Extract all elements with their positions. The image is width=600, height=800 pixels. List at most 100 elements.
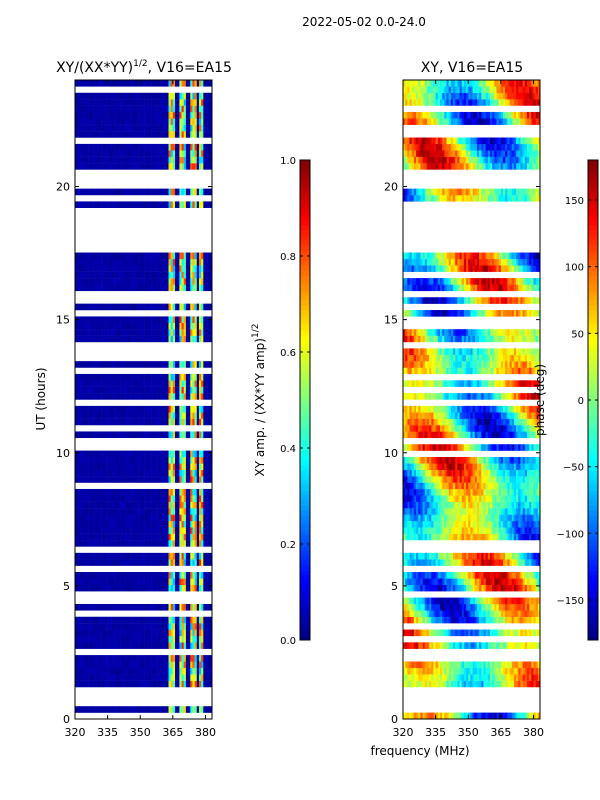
- heatmap-cell: [185, 635, 189, 643]
- heatmap-cell: [455, 680, 458, 688]
- heatmap-cell: [168, 533, 171, 541]
- heatmap-cell: [151, 156, 154, 164]
- heatmap-cell: [537, 674, 541, 681]
- heatmap-cell: [188, 642, 191, 649]
- heatmap-cell: [83, 316, 87, 324]
- heatmap-cell: [103, 150, 106, 157]
- heatmap-cell: [479, 712, 482, 720]
- heatmap-cell: [407, 661, 410, 669]
- heatmap-cell: [159, 616, 163, 624]
- heatmap-cell: [435, 597, 439, 605]
- heatmap-cell: [496, 680, 499, 688]
- heatmap-cell: [422, 603, 426, 611]
- heatmap-cell: [140, 488, 143, 496]
- heatmap-cell: [166, 680, 169, 688]
- heatmap-cell: [114, 322, 117, 330]
- heatmap-cell: [164, 284, 167, 292]
- heatmap-cell: [77, 616, 80, 624]
- heatmap-cell: [494, 610, 497, 617]
- heatmap-cell: [209, 655, 213, 662]
- heatmap-cell: [188, 623, 191, 630]
- heatmap-cell: [166, 661, 169, 669]
- heatmap-cell: [196, 92, 200, 100]
- heatmap-cell: [437, 667, 441, 675]
- heatmap-cell: [109, 271, 113, 279]
- heatmap-cell: [109, 655, 113, 662]
- heatmap-cell: [172, 533, 176, 541]
- heatmap-cell: [192, 680, 195, 688]
- heatmap-cell: [85, 667, 89, 675]
- heatmap-cell: [96, 418, 100, 426]
- heatmap-cell: [114, 335, 117, 343]
- heatmap-cell: [98, 578, 102, 586]
- heatmap-cell: [81, 92, 84, 100]
- heatmap-cell: [194, 386, 198, 394]
- heatmap-cell: [177, 661, 180, 669]
- heatmap-cell: [111, 572, 115, 579]
- heatmap-cell: [164, 131, 167, 138]
- heatmap-cell: [181, 252, 185, 260]
- heatmap-cell: [476, 642, 480, 649]
- heatmap-cell: [107, 616, 111, 624]
- heatmap-cell: [450, 629, 454, 637]
- heatmap-cell: [170, 322, 174, 330]
- heatmap-cell: [170, 559, 174, 566]
- heatmap-cell: [185, 661, 189, 669]
- heatmap-cell: [172, 131, 176, 138]
- heatmap-cell: [203, 616, 206, 624]
- heatmap-cell: [94, 635, 98, 643]
- heatmap-cell: [109, 527, 113, 534]
- heatmap-cell: [129, 373, 132, 381]
- heatmap-cell: [172, 124, 176, 132]
- heatmap-cell: [201, 418, 204, 426]
- heatmap-cell: [172, 271, 176, 279]
- heatmap-cell: [203, 150, 206, 157]
- heatmap-cell: [125, 667, 128, 675]
- heatmap-cell: [111, 616, 115, 624]
- phase-panel-title: XY, V16=EA15: [421, 60, 523, 76]
- heatmap-cell: [135, 322, 139, 330]
- heatmap-cell: [164, 476, 167, 483]
- heatmap-cell: [127, 520, 130, 528]
- heatmap-cell: [522, 642, 526, 649]
- heatmap-cell: [196, 418, 200, 426]
- heatmap-cell: [138, 258, 141, 266]
- heatmap-cell: [164, 629, 167, 637]
- heatmap-cell: [107, 271, 111, 279]
- heatmap-cell: [103, 527, 106, 534]
- heatmap-cell: [183, 303, 187, 311]
- heatmap-cell: [161, 335, 165, 343]
- heatmap-cell: [203, 706, 206, 713]
- heatmap-cell: [153, 642, 156, 649]
- heatmap-cell: [498, 597, 502, 605]
- heatmap-cell: [101, 418, 104, 426]
- heatmap-cell: [107, 284, 111, 292]
- colorbar-segment: [300, 305, 310, 311]
- heatmap-cell: [85, 495, 89, 502]
- heatmap-cell: [203, 680, 206, 688]
- heatmap-cell: [159, 642, 163, 649]
- heatmap-cell: [535, 680, 539, 688]
- heatmap-cell: [181, 163, 185, 170]
- heatmap-cell: [101, 258, 104, 266]
- heatmap-cell: [183, 163, 187, 170]
- heatmap-cell: [92, 520, 95, 528]
- heatmap-cell: [181, 118, 185, 125]
- heatmap-cell: [98, 329, 102, 336]
- heatmap-cell: [75, 118, 78, 125]
- heatmap-cell: [151, 642, 154, 649]
- heatmap-cell: [198, 616, 202, 624]
- heatmap-cell: [442, 680, 445, 688]
- heatmap-cell: [138, 667, 141, 675]
- heatmap-cell: [198, 706, 202, 713]
- heatmap-cell: [203, 329, 206, 336]
- heatmap-cell: [196, 393, 200, 400]
- heatmap-cell: [94, 124, 98, 132]
- heatmap-cell: [161, 99, 165, 106]
- heatmap-cell: [203, 316, 206, 324]
- heatmap-cell: [429, 603, 432, 611]
- heatmap-cell: [118, 463, 121, 470]
- heatmap-cell: [168, 329, 171, 336]
- heatmap-cell: [151, 463, 154, 470]
- heatmap-cell: [151, 329, 154, 336]
